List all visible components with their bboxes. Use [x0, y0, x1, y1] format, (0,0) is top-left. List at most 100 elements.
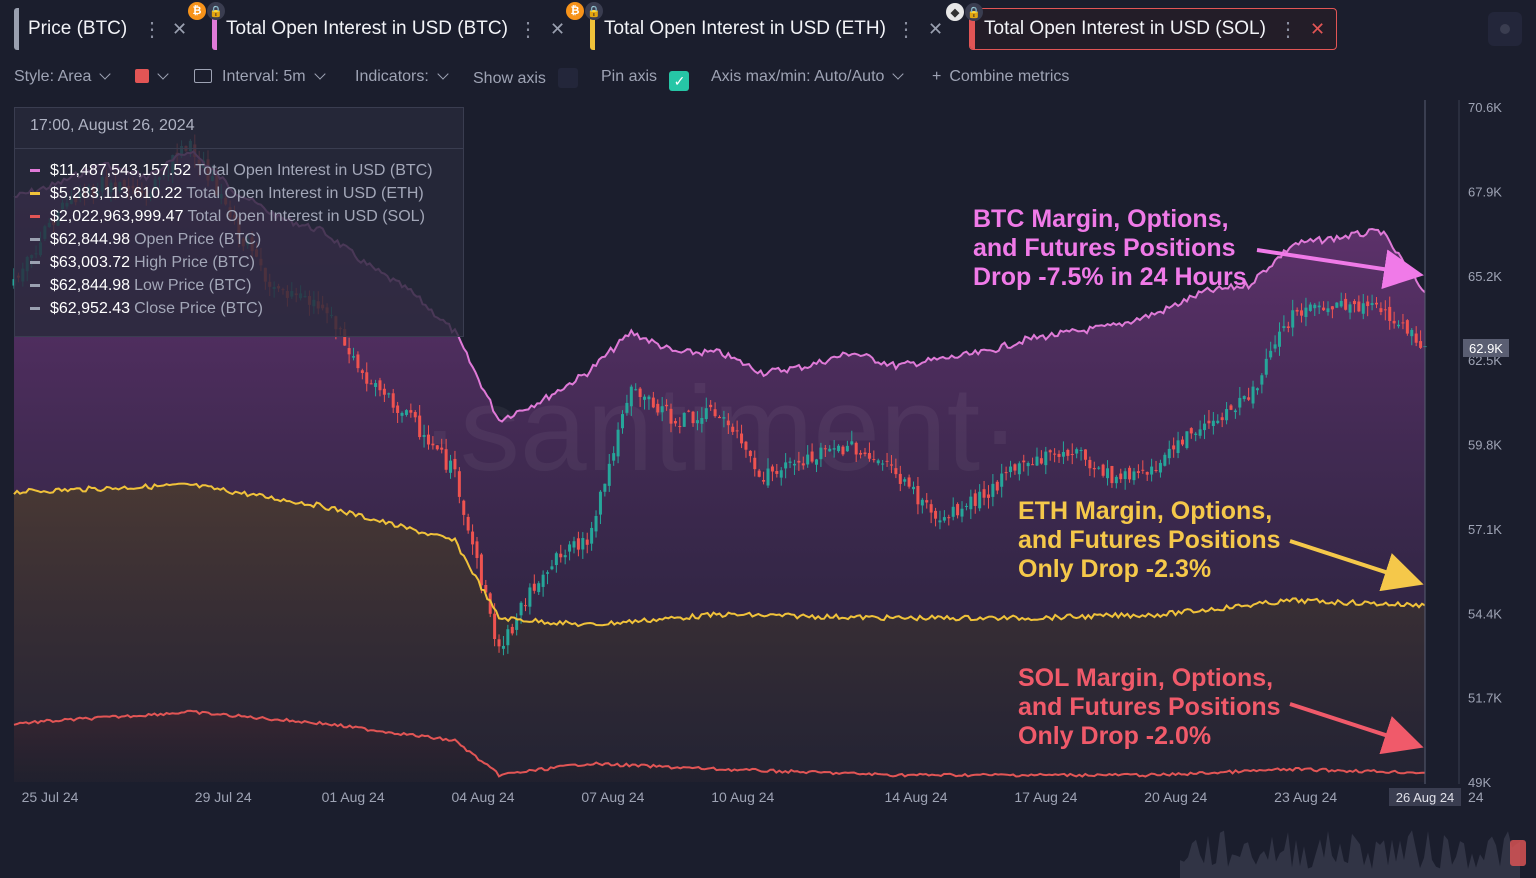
- close-icon[interactable]: ✕: [928, 18, 944, 39]
- candle-body: [1207, 420, 1211, 424]
- candle-body: [554, 553, 558, 566]
- pin-axis-checkbox[interactable]: ✓: [669, 71, 690, 91]
- x-tick-label: 25 Jul 24: [22, 789, 79, 805]
- style-label: Style: Area: [14, 68, 92, 85]
- candle-body: [466, 516, 470, 531]
- candle-body: [1238, 397, 1242, 408]
- tab-oi-btc[interactable]: Total Open Interest in USD (BTC) ⋮ ✕ ₿ 🔒: [188, 2, 576, 50]
- settings-toggle-icon[interactable]: [1488, 12, 1522, 46]
- price-tag-label: 62.9K: [1469, 341, 1503, 356]
- candle-body: [1150, 466, 1154, 475]
- candle-body: [1114, 476, 1118, 484]
- more-options-icon[interactable]: ⋮: [518, 18, 538, 41]
- btc-callout-arrow: [1256, 248, 1424, 289]
- candle-body: [409, 410, 413, 413]
- color-picker[interactable]: [135, 68, 169, 86]
- candle-body: [718, 416, 721, 419]
- eth-callout-arrow: [1289, 539, 1424, 592]
- show-axis-checkbox[interactable]: [558, 68, 579, 88]
- legend-swatch: [30, 284, 40, 288]
- candle-body: [1388, 306, 1392, 321]
- candle-body: [1264, 358, 1268, 375]
- navigator-strip[interactable]: [0, 822, 1536, 878]
- interval-dropdown[interactable]: Interval: 5m: [194, 68, 326, 86]
- candle-body: [647, 396, 651, 400]
- pin-axis-label: Pin axis: [601, 68, 658, 85]
- candle-body: [1176, 440, 1180, 454]
- candle-body: [1291, 310, 1295, 328]
- tooltip-row: $62,844.98 Open Price (BTC): [30, 231, 261, 249]
- x-axis: 25 Jul 24 29 Jul 24 01 Aug 24 04 Aug 24 07 A…: [22, 789, 1338, 805]
- candle-body: [1392, 320, 1396, 324]
- candle-body: [532, 583, 536, 591]
- tooltip-value: $2,022,963,999.47: [50, 208, 184, 225]
- candle-body: [391, 393, 395, 408]
- candle-body: [1026, 463, 1030, 467]
- close-icon[interactable]: ✕: [550, 18, 566, 39]
- candle-body: [766, 468, 770, 486]
- candle-body: [515, 618, 519, 630]
- santiment-watermark: ·santiment·: [420, 362, 1020, 496]
- candle-body: [1154, 469, 1158, 471]
- candle-body: [365, 372, 369, 384]
- lock-icon: 🔒: [585, 2, 603, 20]
- sol-oi-area: [14, 710, 1425, 782]
- candle-body: [550, 566, 554, 570]
- candle-body: [1070, 454, 1074, 456]
- candle-body: [1119, 473, 1123, 480]
- x-tick-label: 29 Jul 24: [195, 789, 252, 805]
- candle-body: [951, 506, 955, 517]
- style-dropdown[interactable]: Style: Area: [14, 68, 112, 86]
- candle-body: [629, 386, 633, 407]
- tooltip-row: $11,487,543,157.52 Total Open Interest in…: [30, 162, 433, 180]
- tooltip-value: $62,952.43: [50, 300, 131, 317]
- tooltip-value: $5,283,113,610.22: [50, 185, 183, 202]
- candle-body: [1145, 471, 1149, 475]
- candle-body: [426, 434, 430, 445]
- combine-metrics-button[interactable]: + Combine metrics: [932, 68, 1069, 86]
- candle-body: [484, 584, 488, 593]
- show-axis-toggle[interactable]: Show axis: [473, 68, 579, 88]
- tooltip-row: $63,003.72 High Price (BTC): [30, 254, 255, 272]
- btc-badge-icon: ₿: [566, 2, 584, 20]
- candle-body: [1379, 308, 1383, 313]
- candle-body: [867, 452, 871, 459]
- candle-body: [792, 463, 796, 466]
- candle-body: [859, 452, 863, 455]
- tab-oi-sol[interactable]: Total Open Interest in USD (SOL) ⋮ ✕ ◆ 🔒: [946, 3, 1337, 50]
- candle-body: [872, 459, 876, 461]
- candle-body: [1251, 386, 1255, 404]
- candle-body: [991, 483, 995, 497]
- pin-axis-toggle[interactable]: Pin axis ✓: [601, 68, 690, 91]
- tooltip-timestamp: 17:00, August 26, 2024: [30, 117, 195, 134]
- tooltip-row: $62,844.98 Low Price (BTC): [30, 277, 251, 295]
- candle-body: [682, 412, 686, 427]
- more-options-icon[interactable]: ⋮: [142, 18, 162, 41]
- axis-maxmin-dropdown[interactable]: Axis max/min: Auto/Auto: [711, 68, 905, 86]
- candle-body: [934, 510, 938, 519]
- candle-body: [1397, 324, 1401, 327]
- tab-oi-eth[interactable]: Total Open Interest in USD (ETH) ⋮ ✕ ₿ 🔒: [566, 2, 954, 50]
- candle-body: [713, 409, 717, 417]
- candle-body: [920, 499, 924, 506]
- y-tick-label: 70.6K: [1468, 100, 1502, 115]
- candle-body: [1189, 428, 1193, 434]
- candle-body: [572, 541, 576, 548]
- candle-body: [806, 454, 810, 465]
- candle-body: [616, 429, 620, 457]
- candle-body: [1273, 344, 1277, 349]
- indicators-dropdown[interactable]: Indicators:: [355, 68, 449, 86]
- more-options-icon[interactable]: ⋮: [896, 18, 916, 41]
- candle-body: [1383, 309, 1387, 311]
- close-icon[interactable]: ✕: [172, 18, 188, 39]
- close-icon[interactable]: ✕: [1310, 18, 1326, 39]
- more-options-icon[interactable]: ⋮: [1278, 18, 1298, 41]
- tab-price-btc[interactable]: Price (BTC) ⋮ ✕: [14, 8, 198, 50]
- candle-body: [471, 531, 475, 545]
- tab-color-stripe: [14, 8, 19, 50]
- tab-label: Total Open Interest in USD (ETH): [604, 18, 886, 39]
- candle-body: [585, 539, 589, 545]
- candle-body: [449, 460, 453, 473]
- candle-body: [704, 408, 708, 420]
- candle-body: [1370, 303, 1374, 305]
